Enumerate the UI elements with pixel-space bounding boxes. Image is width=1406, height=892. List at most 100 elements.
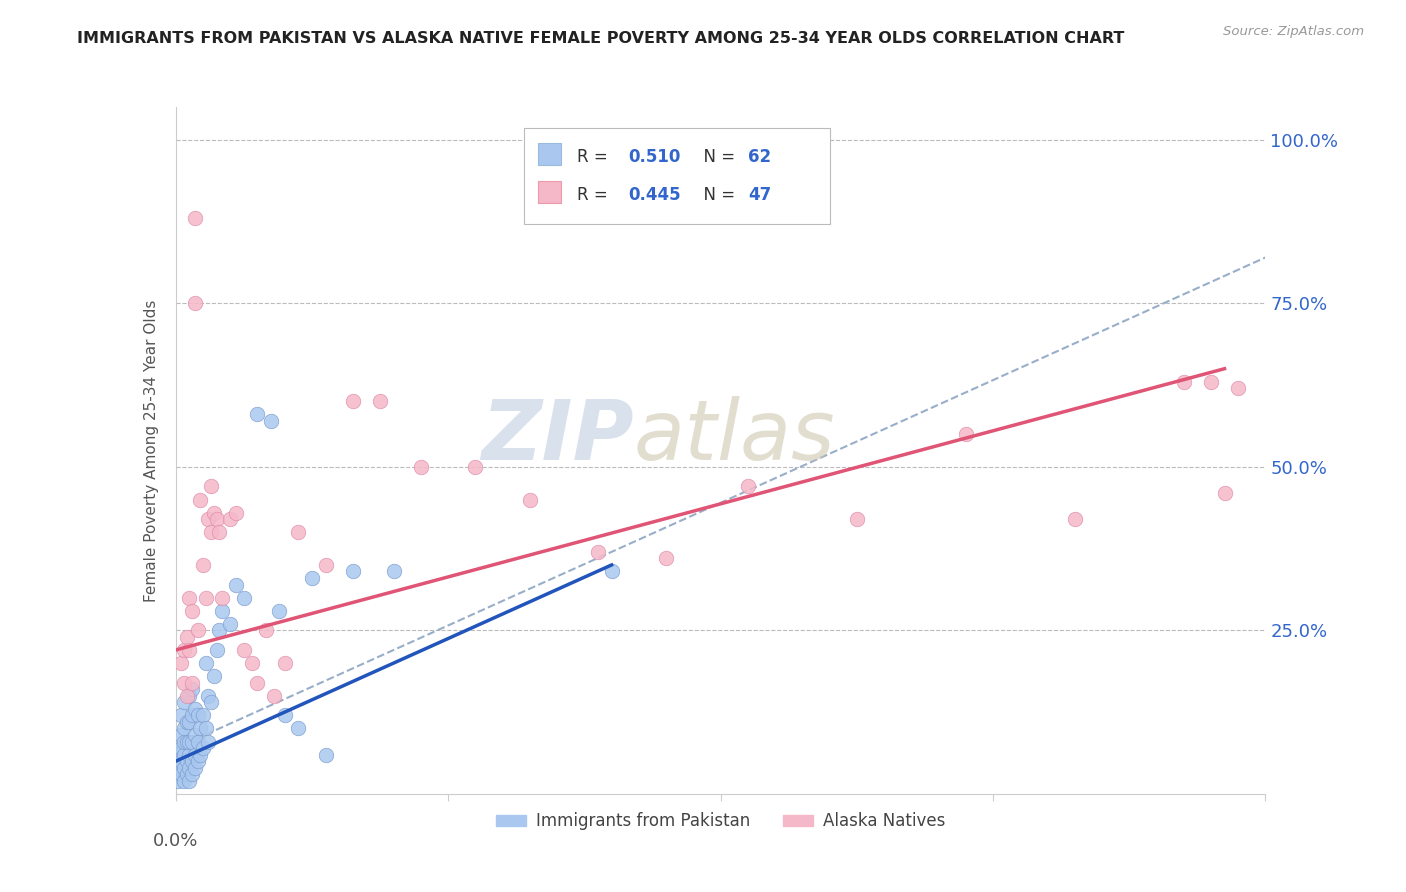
Point	[184, 296, 207, 310]
Point	[955, 427, 977, 442]
Point	[254, 624, 277, 638]
Point	[181, 675, 204, 690]
Point	[173, 722, 195, 736]
Point	[200, 479, 222, 493]
Point	[274, 656, 297, 670]
Text: ZIP: ZIP	[481, 396, 633, 477]
Point	[181, 754, 204, 768]
Point	[600, 565, 623, 579]
Point	[184, 211, 207, 226]
Text: IMMIGRANTS FROM PAKISTAN VS ALASKA NATIVE FEMALE POVERTY AMONG 25-34 YEAR OLDS C: IMMIGRANTS FROM PAKISTAN VS ALASKA NATIV…	[77, 31, 1125, 46]
Point	[179, 761, 201, 775]
FancyBboxPatch shape	[524, 128, 830, 224]
Point	[315, 558, 337, 572]
Point	[1227, 381, 1250, 395]
Text: 62: 62	[748, 148, 770, 166]
Point	[737, 479, 759, 493]
Point	[173, 675, 195, 690]
Point	[200, 695, 222, 709]
Point	[287, 525, 309, 540]
Point	[186, 754, 209, 768]
Point	[342, 565, 364, 579]
Point	[232, 643, 254, 657]
Point	[186, 624, 209, 638]
Text: 0.0%: 0.0%	[153, 831, 198, 850]
Point	[409, 459, 432, 474]
Point	[197, 734, 219, 748]
Point	[342, 394, 364, 409]
Point	[260, 414, 283, 428]
Point	[211, 604, 233, 618]
Point	[173, 773, 195, 788]
Point	[176, 754, 198, 768]
Point	[219, 512, 242, 526]
Point	[191, 708, 214, 723]
Point	[202, 669, 225, 683]
Point	[170, 754, 193, 768]
Point	[173, 643, 195, 657]
Point	[173, 695, 195, 709]
Point	[382, 565, 405, 579]
Point	[188, 492, 211, 507]
Point	[170, 767, 193, 781]
Point	[181, 734, 204, 748]
Point	[368, 394, 391, 409]
Text: R =: R =	[576, 186, 613, 204]
Point	[170, 656, 193, 670]
Point	[225, 577, 247, 591]
Text: 0.510: 0.510	[628, 148, 681, 166]
Y-axis label: Female Poverty Among 25-34 Year Olds: Female Poverty Among 25-34 Year Olds	[143, 300, 159, 601]
Point	[219, 616, 242, 631]
Text: N =: N =	[693, 186, 741, 204]
Text: R =: R =	[576, 148, 613, 166]
Point	[274, 708, 297, 723]
Point	[170, 708, 193, 723]
Point	[181, 708, 204, 723]
Point	[205, 512, 228, 526]
Point	[232, 591, 254, 605]
Point	[269, 604, 291, 618]
Point	[176, 689, 198, 703]
Point	[186, 708, 209, 723]
Text: 47: 47	[748, 186, 770, 204]
Legend: Immigrants from Pakistan, Alaska Natives: Immigrants from Pakistan, Alaska Natives	[489, 805, 952, 837]
Point	[301, 571, 323, 585]
Point	[194, 722, 217, 736]
Point	[191, 558, 214, 572]
Point	[586, 545, 609, 559]
Point	[845, 512, 868, 526]
Point	[179, 714, 201, 729]
Point	[179, 689, 201, 703]
Point	[176, 630, 198, 644]
Point	[181, 604, 204, 618]
Point	[263, 689, 285, 703]
Point	[287, 722, 309, 736]
Point	[211, 591, 233, 605]
Point	[181, 767, 204, 781]
Point	[179, 747, 201, 762]
Point	[194, 591, 217, 605]
Point	[205, 643, 228, 657]
Text: atlas: atlas	[633, 396, 835, 477]
Point	[167, 761, 190, 775]
Point	[208, 624, 231, 638]
Point	[179, 591, 201, 605]
Point	[179, 643, 201, 657]
Point	[519, 492, 541, 507]
Point	[173, 734, 195, 748]
Point	[184, 702, 207, 716]
Point	[167, 773, 190, 788]
Point	[197, 512, 219, 526]
Point	[184, 761, 207, 775]
Point	[202, 506, 225, 520]
Point	[200, 525, 222, 540]
Point	[170, 741, 193, 756]
Point	[181, 682, 204, 697]
Point	[208, 525, 231, 540]
Point	[655, 551, 678, 566]
Point	[184, 747, 207, 762]
FancyBboxPatch shape	[537, 143, 561, 165]
Point	[1063, 512, 1085, 526]
Point	[176, 767, 198, 781]
Point	[1199, 375, 1222, 389]
